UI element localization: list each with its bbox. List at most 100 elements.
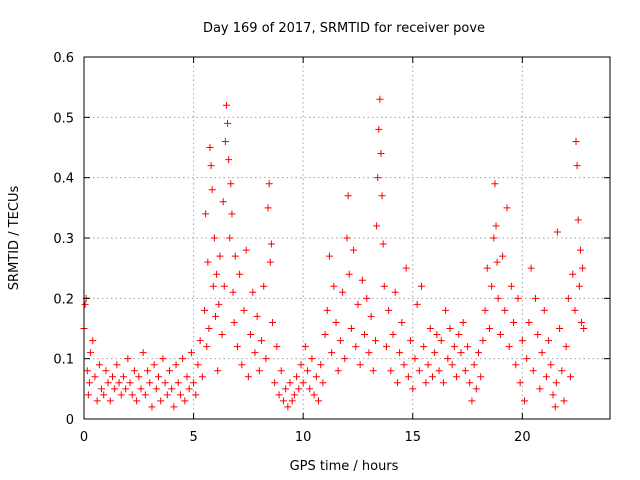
data-point — [221, 137, 229, 145]
y-tick-label: 0.1 — [53, 353, 74, 368]
data-point — [218, 331, 226, 339]
data-point — [233, 343, 241, 351]
data-point — [354, 300, 362, 308]
x-tick-label: 5 — [189, 430, 197, 445]
y-tick-label: 0.4 — [53, 172, 74, 187]
data-point — [240, 306, 248, 314]
data-point — [564, 294, 572, 302]
data-point — [481, 306, 489, 314]
data-point — [459, 318, 467, 326]
data-point — [102, 367, 110, 375]
data-point — [529, 367, 537, 375]
data-point — [325, 252, 333, 260]
data-point — [578, 318, 586, 326]
data-point — [220, 282, 228, 290]
data-point — [352, 343, 360, 351]
data-point — [301, 343, 309, 351]
data-point — [510, 318, 518, 326]
data-point — [91, 373, 99, 381]
data-point — [168, 385, 176, 393]
data-point — [516, 379, 524, 387]
data-point — [205, 325, 213, 332]
data-point — [321, 331, 329, 339]
data-point — [547, 361, 555, 369]
data-point — [488, 282, 496, 290]
data-point — [137, 385, 145, 393]
data-point — [499, 252, 507, 260]
data-point — [418, 282, 426, 290]
data-point — [310, 391, 318, 399]
data-point — [219, 198, 227, 206]
data-point — [87, 349, 95, 357]
y-tick-label: 0.6 — [53, 51, 74, 66]
data-point — [396, 349, 404, 357]
data-point — [579, 264, 587, 272]
data-point — [536, 385, 544, 393]
data-point — [373, 222, 381, 230]
y-tick-label: 0.2 — [53, 292, 74, 307]
data-point — [496, 331, 504, 339]
data-point — [343, 234, 351, 242]
data-point — [426, 325, 434, 332]
data-point — [422, 379, 430, 387]
data-point — [521, 397, 529, 405]
data-point — [93, 397, 101, 405]
data-point — [328, 349, 336, 357]
data-point — [527, 264, 535, 272]
x-tick-label: 15 — [404, 430, 421, 445]
data-point — [470, 361, 478, 369]
data-point — [551, 403, 559, 411]
data-point — [379, 240, 387, 248]
data-point — [332, 318, 340, 326]
data-point — [560, 397, 568, 405]
chart-title: Day 169 of 2017, SRMTID for receiver pov… — [203, 21, 485, 36]
data-point — [299, 379, 307, 387]
data-point — [231, 252, 239, 260]
data-point — [258, 337, 266, 345]
data-point — [464, 343, 472, 351]
data-point — [104, 379, 112, 387]
data-point — [507, 282, 515, 290]
data-point — [367, 312, 375, 320]
data-point — [304, 367, 312, 375]
data-point — [95, 361, 103, 369]
data-point — [448, 361, 456, 369]
data-point — [286, 379, 294, 387]
data-point — [228, 210, 236, 218]
data-point — [185, 385, 193, 393]
data-point — [115, 379, 123, 387]
data-point — [124, 355, 132, 363]
data-point — [411, 355, 419, 363]
data-point — [209, 282, 217, 290]
data-point — [98, 385, 106, 393]
data-point — [575, 282, 583, 290]
data-point — [251, 349, 259, 357]
data-point — [315, 397, 323, 405]
data-point — [389, 331, 397, 339]
data-point — [210, 234, 218, 242]
data-point — [525, 318, 533, 326]
data-point — [369, 367, 377, 375]
data-point — [391, 288, 399, 296]
data-point — [230, 318, 238, 326]
data-point — [413, 300, 421, 308]
y-axis-label: SRMTID / TECUs — [7, 186, 22, 291]
data-point — [552, 379, 560, 387]
data-point — [176, 391, 184, 399]
data-point — [266, 258, 274, 266]
data-point — [503, 204, 511, 212]
data-point — [265, 180, 273, 188]
data-point — [312, 373, 320, 381]
data-point — [407, 337, 415, 345]
data-point — [297, 361, 305, 369]
data-point — [119, 373, 127, 381]
data-point — [341, 355, 349, 363]
data-point — [85, 379, 93, 387]
data-point — [556, 325, 564, 332]
data-point — [444, 355, 452, 363]
data-point — [253, 312, 261, 320]
data-point — [181, 397, 189, 405]
data-point — [192, 391, 200, 399]
data-point — [531, 294, 539, 302]
data-point — [150, 361, 158, 369]
